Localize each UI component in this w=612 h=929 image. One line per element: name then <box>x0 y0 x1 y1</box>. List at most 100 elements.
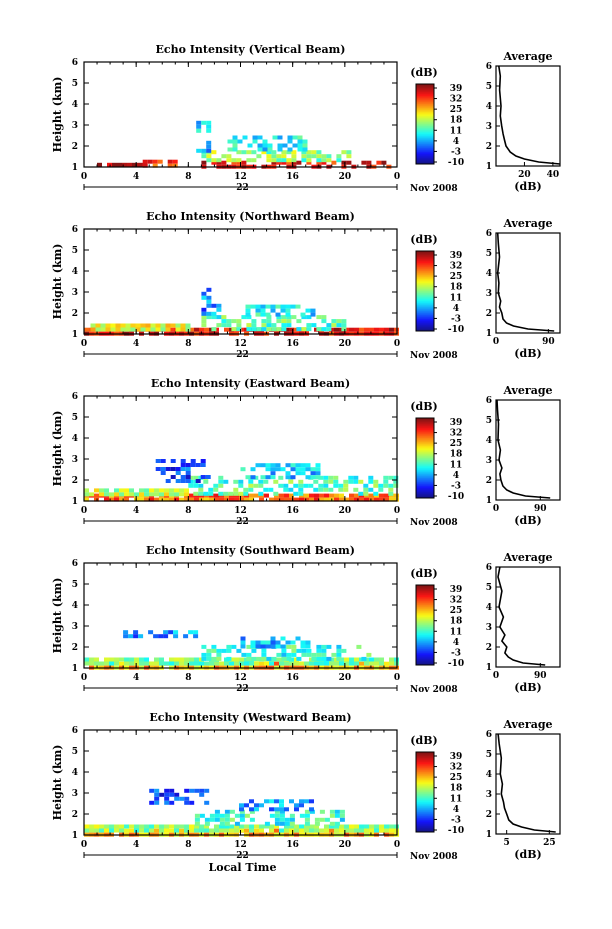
echo-data <box>84 788 399 837</box>
echo-cell <box>260 475 266 480</box>
colorbar-step <box>416 482 434 485</box>
echo-cell <box>211 315 217 320</box>
average-x-tick-label: 90 <box>542 337 555 347</box>
echo-cell <box>353 475 359 480</box>
y-tick-label: 4 <box>72 768 78 778</box>
colorbar-step <box>416 639 434 642</box>
echo-cell <box>304 497 309 502</box>
echo-cell <box>305 644 311 649</box>
y-tick-label: 6 <box>72 225 78 235</box>
colorbar-step <box>416 808 434 811</box>
echo-cell <box>109 828 114 833</box>
x-tick-label: 20 <box>339 506 352 516</box>
echo-cell <box>289 821 295 826</box>
echo-cell <box>160 467 166 471</box>
echo-cell <box>147 159 153 164</box>
echo-cell <box>152 159 158 164</box>
echo-cell <box>324 497 329 502</box>
echo-cell <box>236 323 242 328</box>
colorbar-tick-label: 39 <box>450 418 463 428</box>
colorbar-step <box>416 321 434 324</box>
echo-cell <box>233 491 239 496</box>
echo-cell <box>164 792 170 797</box>
average-y-tick-label: 5 <box>486 416 492 426</box>
echo-cell <box>169 828 174 833</box>
echo-cell <box>129 824 134 829</box>
colorbar-step <box>416 619 434 622</box>
echo-cell <box>94 657 99 662</box>
echo-cell <box>110 323 116 328</box>
colorbar-step <box>416 434 434 437</box>
echo-cell <box>266 319 272 324</box>
echo-cell <box>339 493 344 498</box>
echo-cell <box>153 634 159 639</box>
average-y-tick-label: 3 <box>486 623 492 633</box>
echo-cell <box>338 487 344 492</box>
average-y-tick-label: 1 <box>486 663 492 673</box>
echo-cell <box>270 475 276 480</box>
echo-cell <box>100 327 106 332</box>
colorbar-step <box>416 442 434 445</box>
echo-cell <box>359 661 364 666</box>
echo-cell <box>329 828 334 833</box>
echo-cell <box>198 483 204 488</box>
echo-cell <box>139 492 144 497</box>
average-y-tick-label: 2 <box>486 309 492 319</box>
colorbar-step <box>416 492 434 495</box>
echo-cell <box>226 154 232 159</box>
colorbar-step <box>416 468 434 471</box>
echo-cell <box>124 497 129 502</box>
colorbar-step <box>416 802 434 805</box>
echo-cell <box>169 327 174 332</box>
echo-cell <box>184 828 189 833</box>
echo-cell <box>224 824 229 829</box>
echo-cell <box>287 139 293 144</box>
echo-cell <box>305 475 311 480</box>
echo-cell <box>236 160 242 165</box>
echo-cell <box>285 640 291 645</box>
echo-cell <box>114 824 119 829</box>
echo-cell <box>274 813 280 818</box>
colorbar-step <box>416 651 434 654</box>
echo-cell <box>158 634 164 639</box>
colorbar-step <box>416 659 434 662</box>
echo-cell <box>334 497 339 502</box>
y-tick-label: 3 <box>72 288 78 298</box>
echo-cell <box>364 661 369 666</box>
echo-cell <box>164 661 169 666</box>
average-x-label: (dB) <box>514 514 541 527</box>
echo-cell <box>216 307 222 312</box>
echo-cell <box>271 154 277 159</box>
echo-cell <box>343 487 349 492</box>
echo-cell <box>324 824 329 829</box>
echo-cell <box>104 824 109 829</box>
echo-cell <box>280 308 286 313</box>
colorbar-step <box>416 830 434 833</box>
colorbar-step <box>416 116 434 119</box>
average-y-tick-label: 6 <box>486 229 492 239</box>
echo-cell <box>170 475 176 479</box>
echo-cell <box>251 323 257 328</box>
colorbar-step <box>416 629 434 632</box>
echo-cell <box>152 163 158 168</box>
echo-cell <box>214 813 220 818</box>
echo-cell <box>149 800 155 805</box>
y-tick-label: 4 <box>72 434 78 444</box>
colorbar-step <box>416 261 434 264</box>
average-profile-line <box>498 65 561 165</box>
echo-cell <box>286 160 292 165</box>
colorbar-step <box>416 293 434 296</box>
echo-cell <box>364 497 369 502</box>
echo-cell <box>174 657 179 662</box>
echo-cell <box>198 491 204 496</box>
colorbar-step <box>416 100 434 103</box>
echo-cell <box>196 128 202 133</box>
echo-cell <box>389 657 394 662</box>
echo-cell <box>228 491 234 496</box>
echo-cell <box>84 824 89 829</box>
echo-cell <box>329 821 335 826</box>
echo-cell <box>104 661 109 666</box>
echo-cell <box>306 323 312 328</box>
colorbar-step <box>416 470 434 473</box>
average-y-tick-label: 3 <box>486 456 492 466</box>
